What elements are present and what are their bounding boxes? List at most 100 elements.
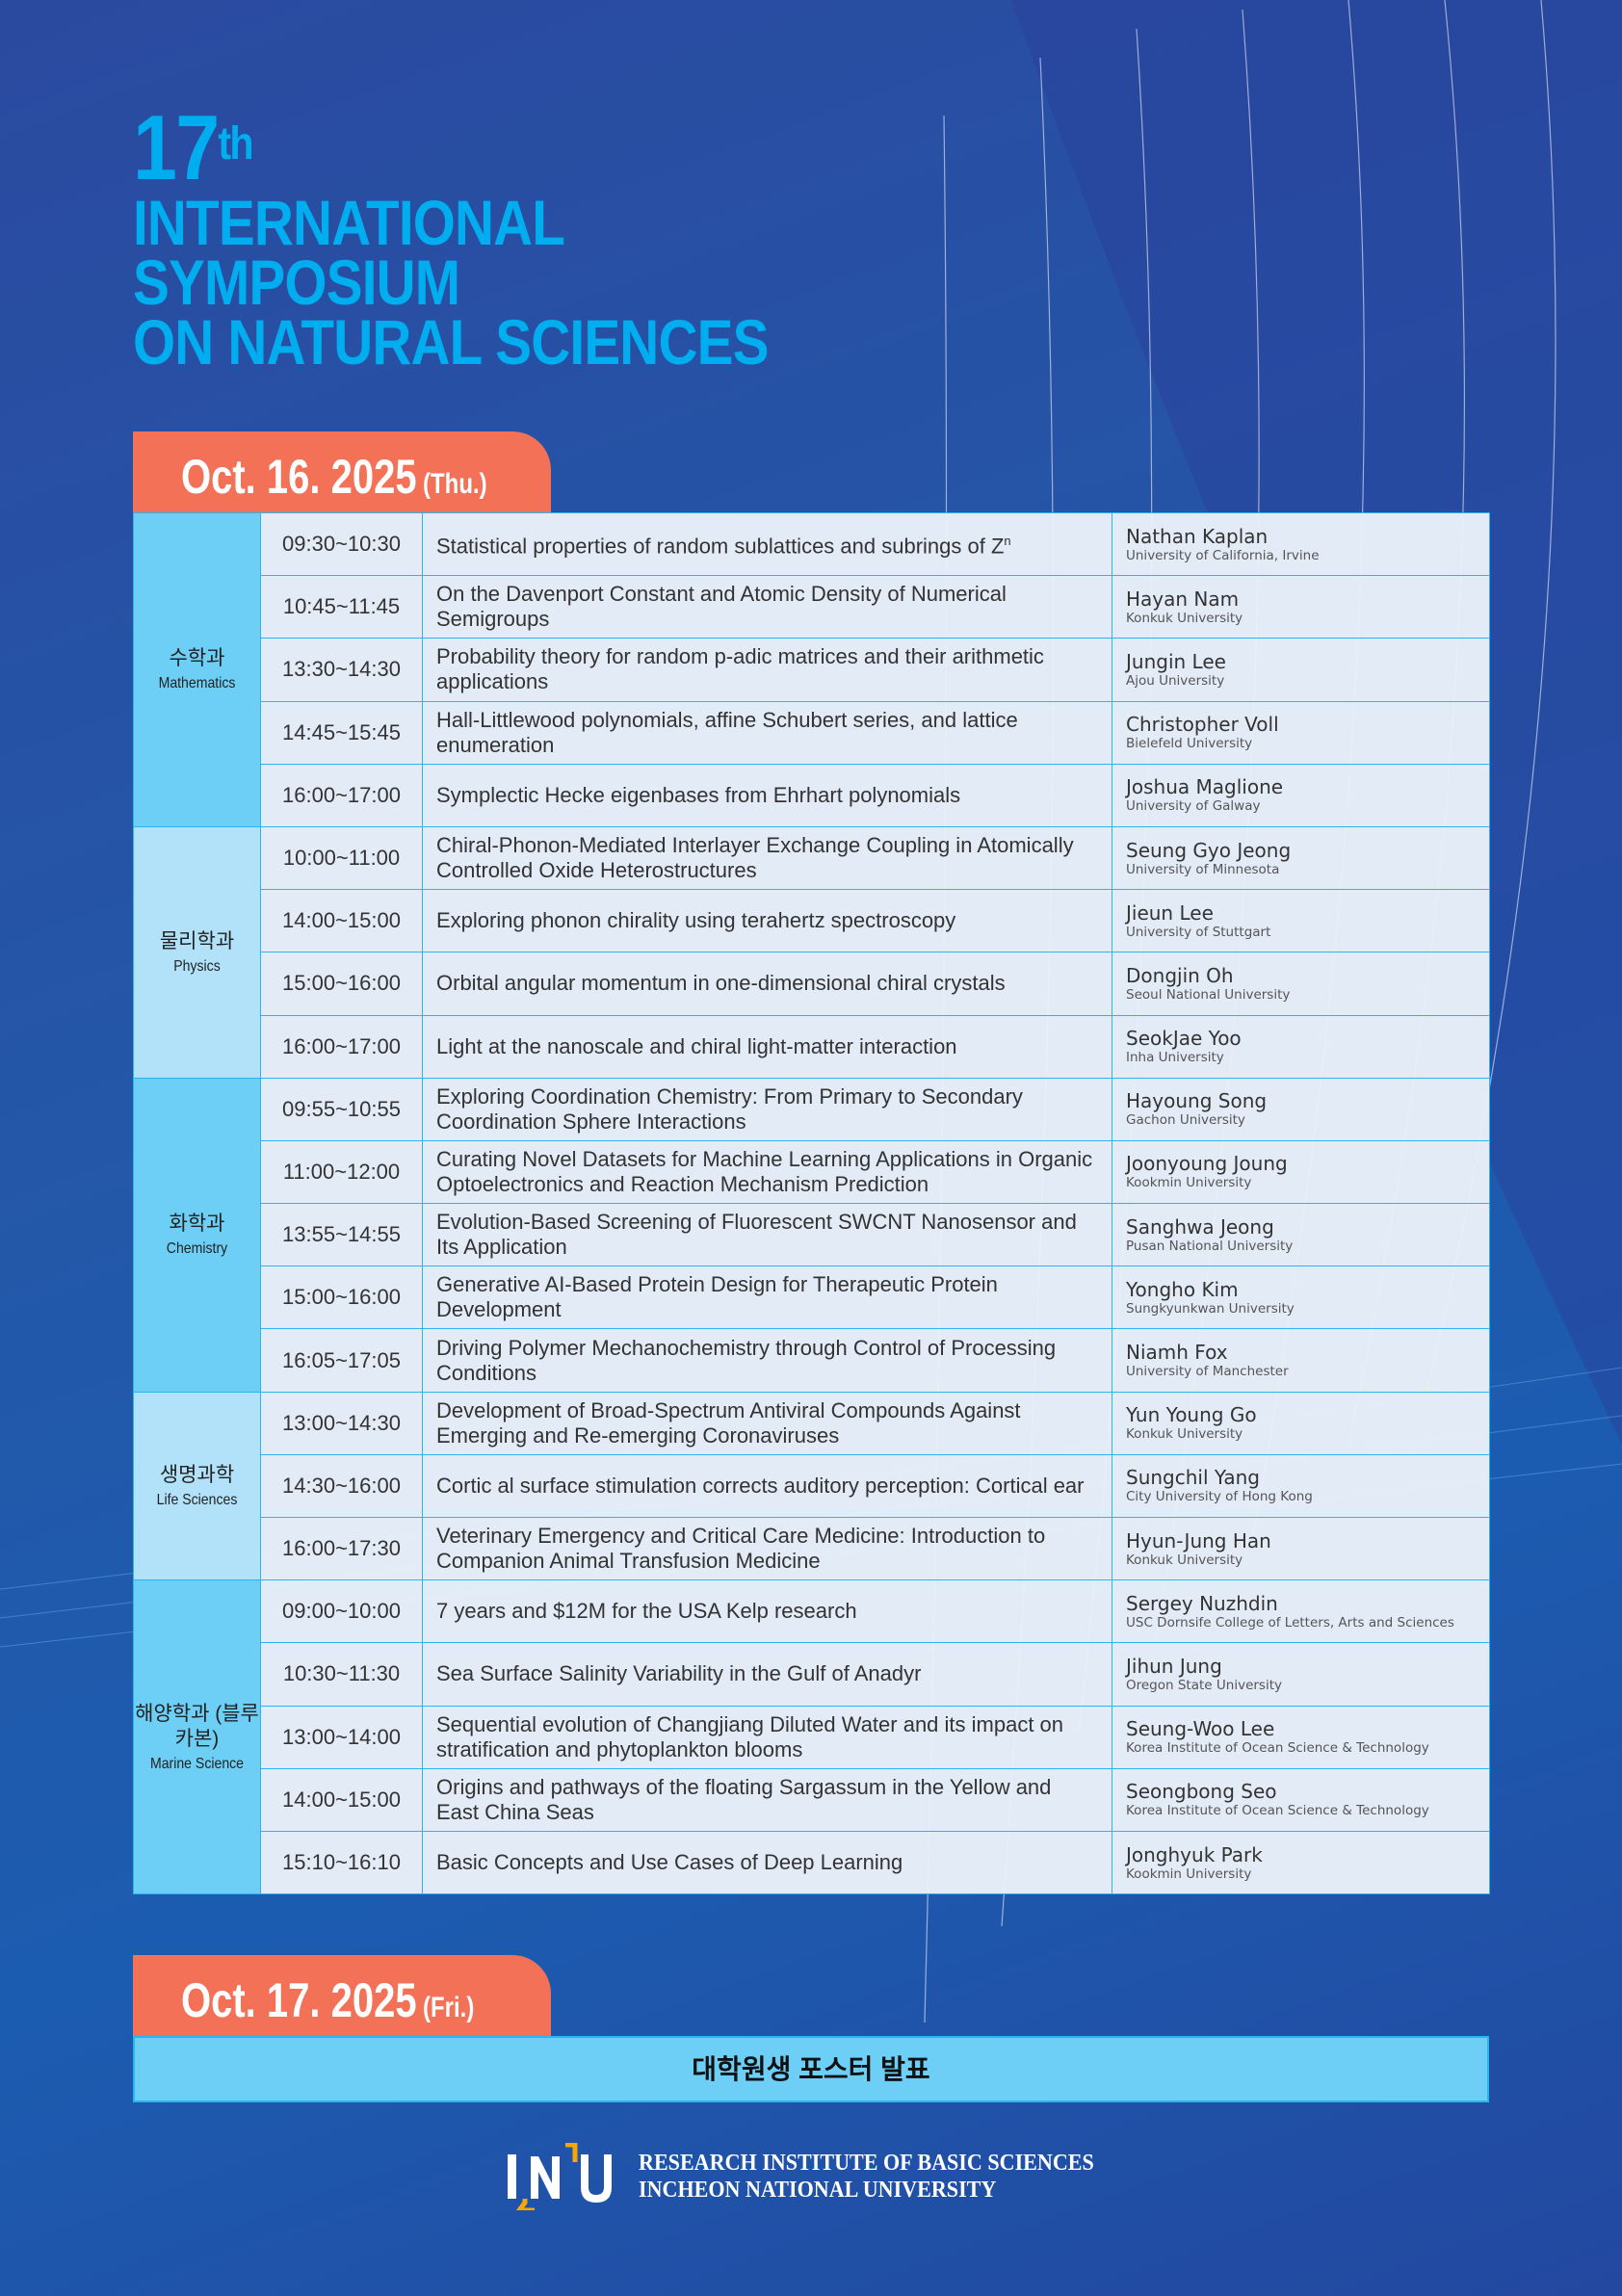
speaker-cell: Hayan Nam Konkuk University (1112, 575, 1490, 639)
time-slot: 11:00~12:00 (260, 1139, 423, 1205)
talk-title-cell: Development of Broad-Spectrum Antiviral … (422, 1391, 1112, 1455)
speaker-affiliation: Konkuk University (1126, 1426, 1243, 1443)
time-slot: 14:00~15:00 (260, 889, 423, 953)
table-row: 16:00~17:30 Veterinary Emergency and Crit… (134, 1516, 1490, 1581)
speaker-cell: Jonghyuk Park Kookmin University (1112, 1830, 1490, 1895)
time-slot: 09:55~10:55 (260, 1077, 423, 1141)
day2-date-tab: Oct. 17. 2025 (Fri.) (133, 1955, 551, 2038)
talk-title: Evolution-Based Screening of Fluorescent… (436, 1210, 1077, 1260)
table-row: 16:00~17:00 Light at the nanoscale and ch… (134, 1014, 1490, 1079)
table-row: 15:00~16:00 Orbital angular momentum in o… (134, 952, 1490, 1016)
title-line-2: SYMPOSIUM (133, 247, 460, 318)
day1-date-tab: Oct. 16. 2025 (Thu.) (133, 431, 551, 514)
speaker-affiliation: City University of Hong Kong (1126, 1489, 1313, 1505)
speaker-name: SeokJae Yoo (1126, 1027, 1242, 1051)
time-slot: 09:30~10:30 (260, 511, 423, 577)
speaker-name: Sergey Nuzhdin (1126, 1591, 1278, 1615)
time-slot: 09:00~10:00 (260, 1579, 423, 1644)
ordinal-suffix: th (218, 118, 253, 170)
time-slot: 15:00~16:00 (260, 952, 423, 1016)
speaker-cell: Joonyoung Joung Kookmin University (1112, 1139, 1490, 1205)
table-row: 물리학과 Physics 10:00~11:00 Chiral-Phonon-Medi… (133, 825, 1490, 1079)
time-slot: 16:05~17:05 (260, 1328, 423, 1393)
department-english: Mathematics (158, 675, 236, 692)
talk-title: Exploring Coordination Chemistry: From P… (436, 1083, 1023, 1134)
title-line-1: INTERNATIONAL (133, 187, 565, 258)
talk-title: Statistical properties of random sublatt… (436, 534, 1005, 559)
institute-name: RESEARCH INSTITUTE OF BASIC SCIENCES (639, 2151, 1094, 2176)
department-english: Physics (173, 957, 221, 975)
speaker-name: Hyun-Jung Han (1126, 1528, 1271, 1552)
talk-title: Probability theory for random p-adic mat… (436, 644, 1044, 694)
poster-session-banner: 대학원생 포스터 발표 (133, 2036, 1489, 2102)
talk-title-cell: Symplectic Hecke eigenbases from Ehrhart… (422, 763, 1112, 827)
time-slot: 13:00~14:00 (260, 1705, 423, 1769)
speaker-name: Christopher Voll (1126, 713, 1279, 737)
speaker-cell: Jieun Lee University of Stuttgart (1112, 889, 1490, 953)
day1-weekday: (Thu.) (423, 468, 487, 500)
talk-title: 7 years and $12M for the USA Kelp resear… (436, 1599, 857, 1624)
talk-title: Exploring phonon chirality using teraher… (436, 908, 956, 933)
table-row: 13:30~14:30 Probability theory for random… (134, 638, 1490, 702)
speaker-affiliation: Kookmin University (1126, 1866, 1252, 1882)
speaker-affiliation: Korea Institute of Ocean Science & Techn… (1126, 1740, 1429, 1757)
talk-title-cell: On the Davenport Constant and Atomic Den… (422, 575, 1112, 639)
speaker-cell: Christopher Voll Bielefeld University (1112, 700, 1490, 765)
time-slot: 15:00~16:00 (260, 1265, 423, 1330)
superscript: n (1004, 534, 1011, 549)
speaker-cell: SeokJae Yoo Inha University (1112, 1014, 1490, 1079)
department-korean: 해양학과 (블루카본) (135, 1702, 259, 1750)
speaker-cell: Jihun Jung Oregon State University (1112, 1642, 1490, 1707)
time-slot: 15:10~16:10 (260, 1830, 423, 1895)
day2-date: Oct. 17. 2025 (181, 1973, 417, 2027)
talk-title-cell: Statistical properties of random sublatt… (422, 511, 1112, 577)
speaker-cell: Yun Young Go Konkuk University (1112, 1391, 1490, 1455)
speaker-affiliation: Ajou University (1126, 672, 1225, 689)
speaker-affiliation: Inha University (1126, 1050, 1224, 1066)
talk-title-cell: Sea Surface Salinity Variability in the … (422, 1642, 1112, 1707)
talk-title: On the Davenport Constant and Atomic Den… (436, 582, 1007, 632)
talk-title-cell: Chiral-Phonon-Mediated Interlayer Exchan… (422, 825, 1112, 891)
time-slot: 13:30~14:30 (260, 638, 423, 702)
speaker-affiliation: Konkuk University (1126, 610, 1243, 626)
speaker-name: Joonyoung Joung (1126, 1152, 1288, 1176)
speaker-name: Hayoung Song (1126, 1089, 1268, 1113)
speaker-affiliation: University of Minnesota (1126, 861, 1280, 877)
schedule-table: 수학과 Mathematics 09:30~10:30 Statistical pro… (133, 511, 1490, 1895)
speaker-cell: Sungchil Yang City University of Hong Kon… (1112, 1453, 1490, 1519)
table-row: 생명과학 Life Sciences 13:00~14:30 Development … (133, 1391, 1490, 1581)
department-english: Life Sciences (156, 1491, 238, 1508)
speaker-cell: Sanghwa Jeong Pusan National University (1112, 1203, 1490, 1267)
department-korean: 물리학과 (159, 929, 235, 952)
table-row: 15:00~16:00 Generative AI-Based Protein D… (134, 1265, 1490, 1330)
speaker-affiliation: Pusan National University (1126, 1238, 1294, 1254)
time-slot: 16:00~17:30 (260, 1516, 423, 1581)
talk-title: Curating Novel Datasets for Machine Lear… (436, 1146, 1093, 1196)
time-slot: 14:00~15:00 (260, 1767, 423, 1832)
speaker-name: Jihun Jung (1126, 1654, 1222, 1678)
speaker-name: Hayan Nam (1126, 587, 1240, 611)
speaker-affiliation: Kookmin University (1126, 1175, 1252, 1191)
speaker-name: Niamh Fox (1126, 1341, 1228, 1365)
talk-title: Sequential evolution of Changjiang Dilut… (436, 1711, 1064, 1761)
speaker-name: Yongho Kim (1126, 1277, 1239, 1301)
table-row: 10:30~11:30 Sea Surface Salinity Variabil… (134, 1642, 1490, 1707)
table-row: 14:30~16:00 Cortic al surface stimulation… (134, 1453, 1490, 1519)
speaker-name: Seung Gyo Jeong (1126, 838, 1292, 862)
speaker-name: Seongbong Seo (1126, 1780, 1277, 1804)
table-row: 16:00~17:00 Symplectic Hecke eigenbases f… (134, 763, 1490, 827)
talk-title-cell: Generative AI-Based Protein Design for T… (422, 1265, 1112, 1330)
talk-title-cell: Curating Novel Datasets for Machine Lear… (422, 1139, 1112, 1205)
talk-title: Chiral-Phonon-Mediated Interlayer Exchan… (436, 833, 1074, 883)
speaker-affiliation: University of Manchester (1126, 1364, 1289, 1380)
talk-title: Development of Broad-Spectrum Antiviral … (436, 1397, 1021, 1448)
speaker-cell: Niamh Fox University of Manchester (1112, 1328, 1490, 1393)
speaker-cell: Sergey Nuzhdin USC Dornsife College of Le… (1112, 1579, 1490, 1644)
ordinal: 17 (133, 96, 220, 199)
table-row: 14:00~15:00 Origins and pathways of the f… (134, 1767, 1490, 1832)
talk-title-cell: Driving Polymer Mechanochemistry through… (422, 1328, 1112, 1393)
speaker-name: Yun Young Go (1126, 1403, 1257, 1427)
talk-title-cell: Probability theory for random p-adic mat… (422, 638, 1112, 702)
table-row: 13:55~14:55 Evolution-Based Screening of … (134, 1203, 1490, 1267)
talk-title-cell: Cortic al surface stimulation corrects a… (422, 1453, 1112, 1519)
